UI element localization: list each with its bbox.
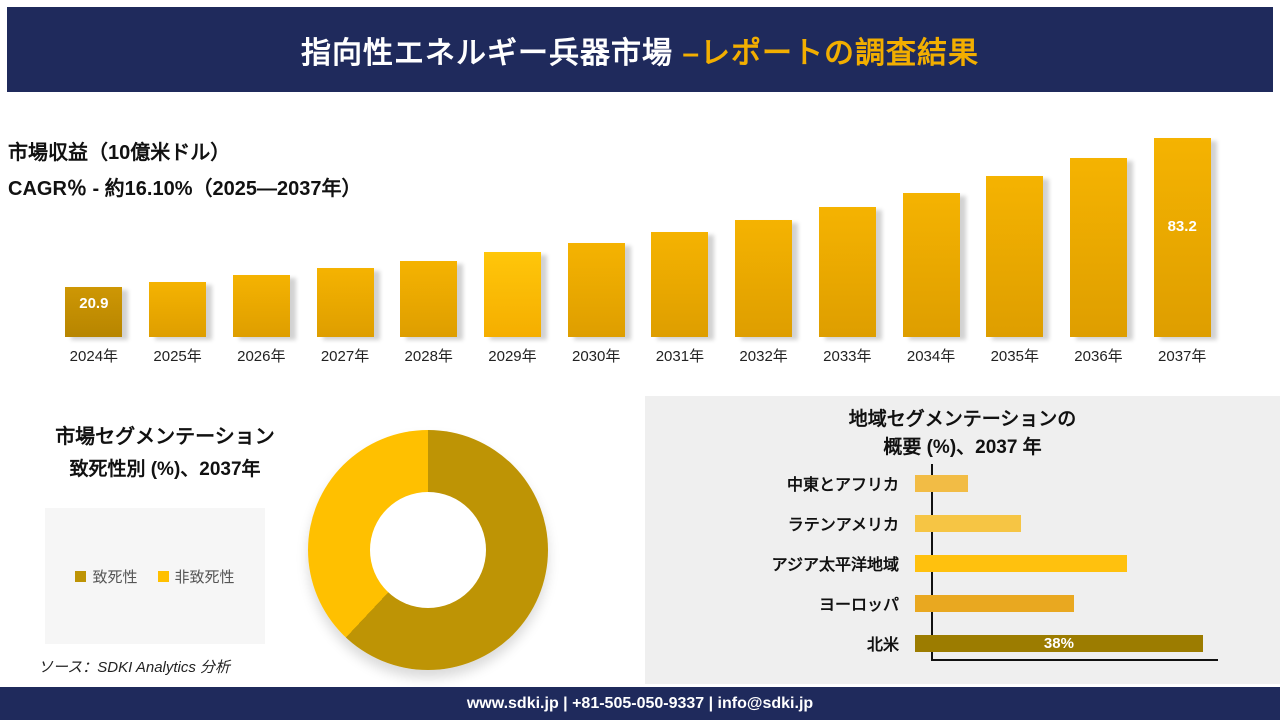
regional-bar-track: 38% — [915, 634, 1218, 652]
revenue-bar — [149, 282, 207, 337]
legend-label-lethal: 致死性 — [92, 568, 138, 586]
donut-chart — [308, 430, 548, 670]
lethality-segmentation-panel: 市場セグメンテーション 致死性別 (%)、2037年 致死性 非致死性 ソース：… — [0, 396, 640, 684]
regional-row: アジア太平洋地域 — [715, 548, 1218, 578]
axis-year-label: 2033年 — [823, 348, 872, 365]
axis-year-label: 2028年 — [404, 348, 453, 365]
regional-rows: 中東とアフリカ ラテンアメリカアジア太平洋地域ヨーロッパ北米 38% — [715, 464, 1218, 661]
axis-year-label: 2036年 — [1074, 348, 1123, 365]
regional-category-label: ラテンアメリカ — [787, 517, 899, 534]
revenue-bar — [902, 193, 960, 337]
page-title-accent: –レポートの調査結果 — [682, 36, 980, 70]
regional-bar-track — [915, 554, 1218, 572]
revenue-bar-slot: 20.9 2024年 — [52, 287, 136, 366]
regional-category-label: 北米 — [866, 637, 899, 654]
regional-bar — [915, 554, 1128, 572]
regional-bar — [915, 514, 1022, 532]
legend-item-lethal: 致死性 — [75, 566, 138, 587]
revenue-bar-slot: 2028年 — [387, 261, 471, 366]
legend-swatch-lethal — [75, 570, 87, 582]
regional-row: ラテンアメリカ — [715, 508, 1218, 538]
regional-row: 中東とアフリカ — [715, 468, 1218, 498]
revenue-bar: 20.9 — [65, 287, 123, 337]
revenue-bar-slot: 2026年 — [219, 275, 303, 366]
revenue-bar — [567, 243, 625, 337]
revenue-chart-section: 市場収益（10億米ドル） CAGR％ - 約16.10%（2025―2037年）… — [0, 98, 1280, 392]
axis-year-label: 2037年 — [1158, 348, 1207, 365]
regional-bar: 38% — [915, 634, 1203, 652]
regional-bar-track — [915, 474, 1218, 492]
axis-year-label: 2035年 — [990, 348, 1039, 365]
revenue-bar-slot: 2032年 — [722, 220, 806, 366]
regional-category-label: 中東とアフリカ — [786, 477, 899, 494]
revenue-bar-slot: 83.2 2037年 — [1140, 138, 1224, 366]
revenue-bar — [316, 268, 374, 337]
legend-row: 致死性 非致死性 — [75, 566, 235, 587]
revenue-chart-subtitle: CAGR％ - 約16.10%（2025―2037年） — [8, 178, 362, 200]
page-title: 指向性エネルギー兵器市場 –レポートの調査結果 — [301, 28, 979, 72]
regional-bar — [915, 594, 1075, 612]
axis-year-label: 2025年 — [153, 348, 202, 365]
axis-year-label: 2034年 — [906, 348, 956, 365]
revenue-bar — [1069, 158, 1127, 337]
regional-bar-track — [915, 594, 1218, 612]
regional-title-line1: 地域セグメンテーションの — [848, 409, 1077, 430]
revenue-bar — [986, 176, 1044, 337]
revenue-bar-slot: 2025年 — [136, 282, 220, 366]
regional-category-label: アジア太平洋地域 — [771, 557, 899, 574]
regional-row: ヨーロッパ — [715, 588, 1218, 618]
revenue-bar-slot: 2033年 — [805, 207, 889, 366]
source-note: ソース：SDKI Analytics 分析 — [38, 659, 231, 676]
regional-value-label: 38% — [1043, 634, 1074, 652]
revenue-bar — [483, 252, 541, 337]
axis-year-label: 2029年 — [488, 348, 537, 365]
revenue-bar-slot: 2027年 — [303, 268, 387, 366]
bar-value-label: 20.9 — [79, 295, 109, 312]
axis-year-label: 2027年 — [320, 348, 370, 365]
axis-year-label: 2026年 — [237, 348, 286, 365]
regional-category-label: ヨーロッパ — [818, 597, 899, 614]
revenue-bar-slot: 2034年 — [889, 193, 973, 366]
revenue-bar-slot: 2031年 — [638, 232, 722, 366]
legend-label-nonlethal: 非致死性 — [174, 568, 235, 586]
page-title-main: 指向性エネルギー兵器市場 — [300, 36, 683, 70]
axis-year-label: 2024年 — [69, 348, 119, 365]
revenue-bar — [818, 207, 876, 337]
revenue-bar — [232, 275, 290, 337]
axis-year-label: 2032年 — [739, 348, 788, 365]
segmentation-title-line2: 致死性別 (%)、2037年 — [69, 459, 261, 480]
revenue-bar — [735, 220, 793, 337]
footer-contact: www.sdki.jp | +81-505-050-9337 | info@sd… — [466, 694, 814, 712]
revenue-bar-area: 20.9 2024年 2025年 2026年 2027年 2028年 2029年 2030年 2… — [52, 125, 1224, 366]
regional-bar-track — [915, 514, 1218, 532]
axis-year-label: 2031年 — [655, 348, 705, 365]
header-banner: 指向性エネルギー兵器市場 –レポートの調査結果 — [7, 7, 1273, 92]
regional-segmentation-panel: 地域セグメンテーションの 概要 (%)、2037 年 中東とアフリカ ラテンアメリ… — [645, 396, 1280, 684]
bar-value-label: 83.2 — [1167, 218, 1197, 235]
legend-item-nonlethal: 非致死性 — [157, 566, 235, 587]
regional-row: 北米 38% — [715, 628, 1218, 658]
regional-title-line2: 概要 (%)、2037 年 — [883, 437, 1042, 458]
revenue-bar — [400, 261, 458, 337]
revenue-bar-slot: 2036年 — [1057, 158, 1141, 366]
regional-bar — [915, 474, 969, 492]
revenue-bar-slot: 2035年 — [973, 176, 1057, 366]
revenue-bar: 83.2 — [1153, 138, 1211, 337]
revenue-chart-title: 市場収益（10億米ドル） — [8, 142, 231, 164]
segmentation-title-line1: 市場セグメンテーション — [55, 426, 275, 448]
footer-banner: www.sdki.jp | +81-505-050-9337 | info@sd… — [0, 687, 1280, 720]
axis-year-label: 2030年 — [571, 348, 621, 365]
revenue-bar-slot: 2029年 — [471, 252, 555, 366]
legend-box: 致死性 非致死性 — [45, 508, 265, 644]
revenue-bar — [651, 232, 709, 337]
legend-swatch-nonlethal — [157, 570, 169, 582]
revenue-bar-slot: 2030年 — [554, 243, 638, 366]
regional-x-axis — [931, 659, 1218, 661]
